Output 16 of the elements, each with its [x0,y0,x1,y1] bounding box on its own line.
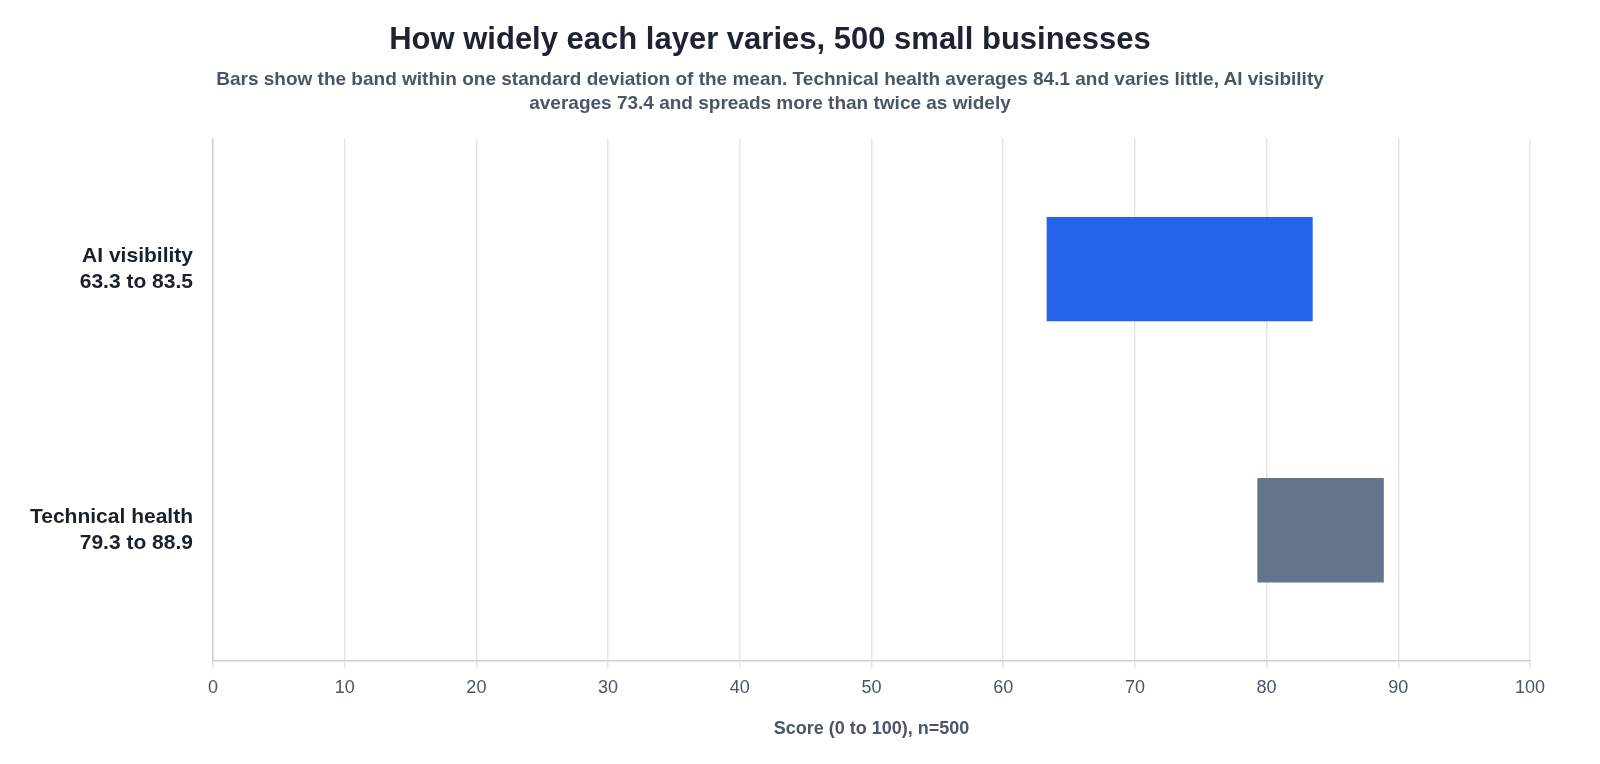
x-tick-label: 40 [729,676,750,697]
x-tick-label: 100 [1514,676,1546,697]
y-tick-label: Technical health 79.3 to 88.9 [29,504,193,553]
x-tick-label: 50 [861,676,882,697]
x-axis-title: Score (0 to 100), n=500 [773,718,970,739]
x-tick-label: 90 [1388,676,1409,697]
x-tick-label: 70 [1124,676,1145,697]
x-tick-label: 60 [993,676,1014,697]
chart-title: How widely each layer varies, 500 small businesses [389,21,1151,57]
x-tick-label: 80 [1256,676,1277,697]
x-tick-label: 30 [598,676,619,697]
x-tick-label: 0 [207,676,218,697]
x-tick-label: 20 [466,676,487,697]
chart-subtitle: Bars show the band within one standard deviation of the mean. Technical health averages 84.1 and varies little, AI visibility averages 73.4 and spreads more than twice as widely [216,67,1325,114]
y-tick-label: AI visibility 63.3 to 83.5 [79,243,194,292]
x-tick-label: 10 [334,676,355,697]
